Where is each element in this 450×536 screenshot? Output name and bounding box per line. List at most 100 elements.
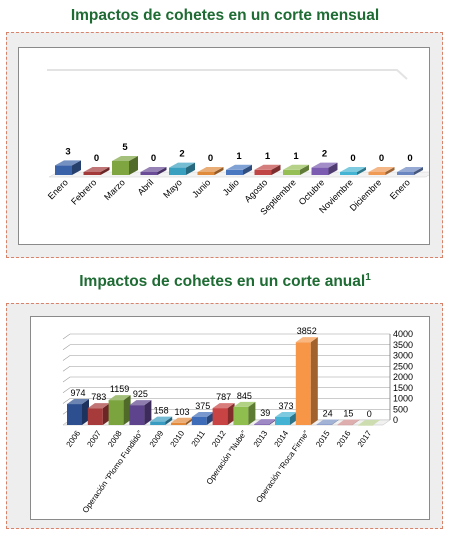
annual-y-tick-label: 2500 <box>393 361 413 371</box>
monthly-chart-area: 3 Enero 0 Febrero 5 Marzo 0 Abril 2 Mayo 0 Junio 1 Ju… <box>18 47 436 245</box>
annual-y-tick-label: 1000 <box>393 394 413 404</box>
annual-category-label: 2013 <box>252 429 270 449</box>
annual-category-label: 2016 <box>335 429 353 449</box>
monthly-data-label: 0 <box>407 153 412 164</box>
annual-y-tick-label: 1500 <box>393 383 413 393</box>
annual-data-label: 103 <box>174 407 189 417</box>
annual-y-tick-label: 3500 <box>393 340 413 350</box>
annual-data-label: 24 <box>323 408 333 418</box>
monthly-data-label: 1 <box>265 151 271 162</box>
annual-y-tick-label: 500 <box>393 404 408 414</box>
annual-data-label: 0 <box>367 409 372 419</box>
monthly-data-label: 0 <box>151 153 156 164</box>
annual-data-label: 373 <box>278 401 293 411</box>
monthly-data-label: 1 <box>236 151 242 162</box>
monthly-data-label: 5 <box>122 142 128 153</box>
annual-bar <box>254 419 277 425</box>
monthly-chart-title: Impactos de cohetes en un corte mensual <box>70 7 380 24</box>
monthly-back-wall-edge <box>47 69 408 80</box>
monthly-bar <box>254 164 281 175</box>
monthly-data-label: 0 <box>94 153 99 164</box>
monthly-chart-panel: 3 Enero 0 Febrero 5 Marzo 0 Abril 2 Mayo 0 Junio 1 Ju… <box>6 32 443 258</box>
annual-y-tick-label: 4000 <box>393 329 413 339</box>
annual-bar <box>316 419 339 425</box>
monthly-bar <box>226 164 252 175</box>
annual-y-tick-label: 2000 <box>393 372 413 382</box>
monthly-category-label: Enero <box>46 177 70 201</box>
annual-data-label: 974 <box>70 388 85 398</box>
annual-data-label: 783 <box>91 392 106 402</box>
annual-category-label: 2006 <box>65 429 83 449</box>
annual-y-tick-label: 0 <box>393 415 398 425</box>
annual-gridline <box>62 365 390 372</box>
annual-gridline <box>62 398 390 404</box>
monthly-data-label: 0 <box>350 153 355 164</box>
annual-bar <box>212 403 235 425</box>
annual-bar <box>171 417 193 425</box>
annual-data-label: 787 <box>216 392 231 402</box>
annual-chart-panel: 0 500 1000 1500 2000 2500 3000 3500 4000 974 2006 7… <box>6 303 443 529</box>
annual-bar <box>233 401 256 425</box>
monthly-data-label: 2 <box>322 149 327 160</box>
monthly-bar <box>340 167 366 175</box>
annual-data-label: 845 <box>237 391 252 401</box>
annual-chart-title: Impactos de cohetes en un corte anual1 <box>79 272 371 291</box>
annual-gridline <box>62 355 390 361</box>
monthly-category-label: Julio <box>221 177 241 197</box>
monthly-bar <box>140 167 167 175</box>
annual-gridline <box>62 387 390 393</box>
monthly-data-label: 1 <box>293 151 299 162</box>
annual-bar <box>150 416 173 425</box>
monthly-data-label: 0 <box>208 153 213 164</box>
monthly-category-label: Junio <box>190 177 212 199</box>
monthly-data-label: 2 <box>179 149 184 160</box>
annual-gridline <box>62 333 390 340</box>
annual-category-label: 2010 <box>169 429 187 449</box>
monthly-bar <box>368 167 395 175</box>
monthly-bar <box>169 162 195 175</box>
annual-bar-chart: 0500100015002000250030003500400097420067… <box>62 326 413 515</box>
monthly-data-label: 0 <box>379 153 384 164</box>
annual-bar <box>87 403 110 425</box>
monthly-data-label: 3 <box>65 146 70 157</box>
monthly-category-label: Mayo <box>161 177 184 200</box>
annual-data-label: 375 <box>195 401 210 411</box>
monthly-bar <box>83 167 110 175</box>
annual-gridline <box>62 376 390 383</box>
annual-data-label: 925 <box>133 389 148 399</box>
annual-category-label: 2015 <box>314 429 332 449</box>
annual-bar <box>275 411 297 425</box>
annual-data-label: 3852 <box>297 326 317 336</box>
annual-category-label: Operación “Nube” <box>205 429 249 487</box>
annual-bar <box>337 419 360 426</box>
title-footnote-marker: 1 <box>365 272 371 283</box>
annual-category-label: 2008 <box>106 429 124 449</box>
annual-category-label: 2012 <box>210 429 228 449</box>
annual-bar <box>295 337 318 425</box>
monthly-bar <box>311 162 338 175</box>
monthly-category-label: Enero <box>388 177 412 201</box>
monthly-category-label: Agosto <box>243 177 270 204</box>
annual-category-label: 2011 <box>190 429 208 449</box>
annual-bar <box>191 411 214 425</box>
annual-category-label: 2007 <box>85 429 103 449</box>
annual-bar <box>129 400 152 425</box>
monthly-category-label: Marzo <box>102 177 127 202</box>
monthly-bar <box>197 167 224 175</box>
annual-bar <box>358 420 381 426</box>
monthly-category-label: Abril <box>136 177 156 197</box>
annual-chart-area: 0 500 1000 1500 2000 2500 3000 3500 4000 974 2006 7… <box>30 316 430 520</box>
monthly-bar <box>397 167 423 175</box>
monthly-bar <box>112 156 138 175</box>
annual-bar <box>67 399 89 425</box>
annual-data-label: 39 <box>260 408 270 418</box>
monthly-bar <box>283 164 309 175</box>
annual-category-label: 2017 <box>356 429 374 449</box>
annual-bar <box>108 395 131 425</box>
annual-y-tick-label: 3000 <box>393 351 413 361</box>
annual-data-label: 15 <box>343 409 353 419</box>
monthly-bar-chart: 3 Enero 0 Febrero 5 Marzo 0 Abril 2 Mayo 0 Junio 1 Ju… <box>46 69 436 217</box>
annual-data-label: 1159 <box>110 384 129 394</box>
monthly-category-label: Febrero <box>69 177 98 206</box>
annual-data-label: 158 <box>154 406 169 416</box>
